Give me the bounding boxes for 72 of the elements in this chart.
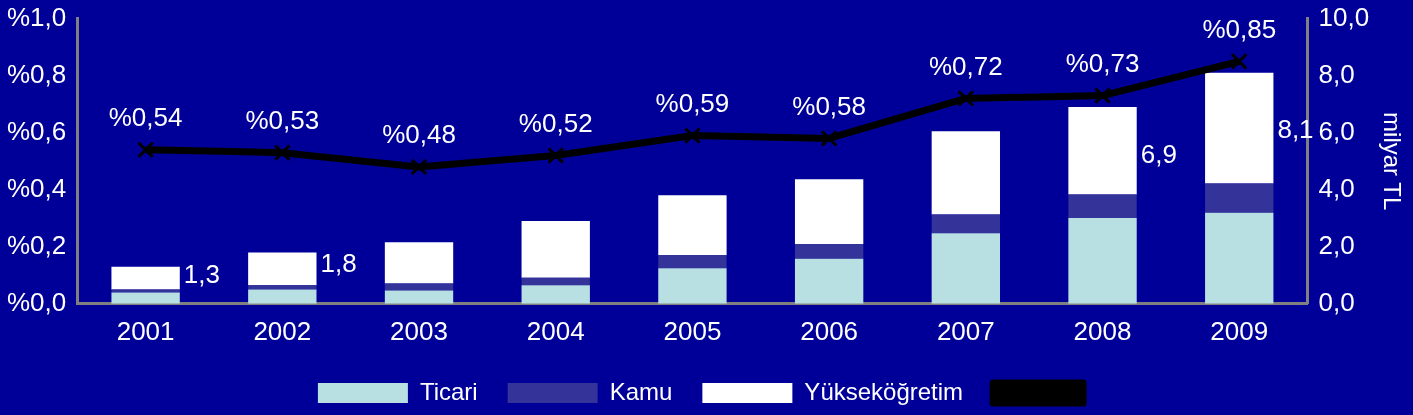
bar: [658, 195, 727, 256]
bar: [248, 285, 317, 290]
point: [1230, 52, 1248, 70]
data-label: %0,54: [108, 101, 183, 132]
point: [1093, 87, 1112, 105]
bar: [794, 179, 864, 244]
x-tick-label: 2008: [1073, 315, 1132, 346]
y-tick-label: %0,6: [7, 115, 67, 146]
bar: [521, 285, 590, 304]
point: [137, 141, 155, 159]
total-label: 6,9: [1140, 139, 1177, 170]
data-label: %0,59: [655, 87, 730, 118]
bar: [931, 233, 1001, 304]
bar: [931, 214, 1001, 234]
bar: [794, 243, 864, 259]
point: [820, 129, 838, 147]
point: [547, 146, 565, 165]
y2-tick-label: 6,0: [1318, 115, 1355, 146]
legend-label: Ticari: [419, 377, 478, 405]
bar: [248, 252, 317, 286]
bar: [248, 289, 317, 304]
y-tick-label: %1,0: [7, 1, 67, 32]
y2-tick-label: 2,0: [1318, 229, 1355, 260]
bar: [1205, 72, 1274, 184]
x-tick-label: 2004: [526, 315, 585, 346]
y-tick-label: %0,8: [7, 58, 67, 89]
y2-tick-label: 4,0: [1318, 172, 1355, 203]
bar: [111, 266, 180, 290]
data-label: %0,48: [382, 119, 456, 150]
bar: [1205, 183, 1274, 213]
x-tick-label: 2002: [253, 315, 312, 346]
total-label: 1,8: [320, 248, 357, 279]
legend-label: Kamu: [609, 377, 673, 405]
bar: [931, 131, 1001, 215]
y2-axis-title: milyar TL: [1378, 112, 1406, 211]
x-tick-label: 2009: [1210, 315, 1269, 346]
y-tick-label: %0,2: [7, 229, 67, 260]
data-label: %0,72: [928, 50, 1003, 81]
bar: [111, 292, 180, 304]
x-tick-label: 2007: [936, 315, 995, 346]
data-label: %0,53: [245, 104, 320, 135]
bar: [658, 268, 727, 304]
bar: [1068, 194, 1137, 218]
data-label: %0,85: [1202, 13, 1277, 44]
point: [957, 89, 975, 108]
point: [683, 126, 701, 145]
bar: [521, 277, 590, 286]
bar: [658, 255, 727, 269]
bar: [1068, 107, 1137, 195]
point: [410, 158, 428, 176]
point: [273, 144, 291, 162]
x-tick-label: 2001: [116, 315, 175, 346]
y2-tick-label: 10,0: [1318, 1, 1370, 32]
y-tick-label: %0,4: [7, 172, 67, 203]
data-label: %0,52: [518, 107, 593, 138]
bar: [384, 242, 454, 284]
y2-tick-label: 0,0: [1318, 286, 1355, 317]
bar: [1068, 217, 1137, 304]
bar: [521, 221, 590, 278]
x-tick-label: 2003: [390, 315, 448, 346]
x-tick-label: 2006: [800, 315, 859, 346]
total-label: 8,1: [1277, 113, 1314, 144]
data-label: %0,73: [1065, 47, 1140, 78]
y-tick-label: %0,0: [7, 286, 67, 317]
x-tick-label: 2005: [663, 315, 722, 346]
bar: [794, 258, 864, 304]
y2-tick-label: 8,0: [1318, 58, 1355, 89]
data-label: %0,58: [792, 90, 866, 121]
total-label: 1,3: [183, 259, 220, 290]
bar: [1205, 212, 1274, 304]
bar: [384, 290, 454, 304]
legend-label: Yükseköğretim: [804, 377, 964, 405]
